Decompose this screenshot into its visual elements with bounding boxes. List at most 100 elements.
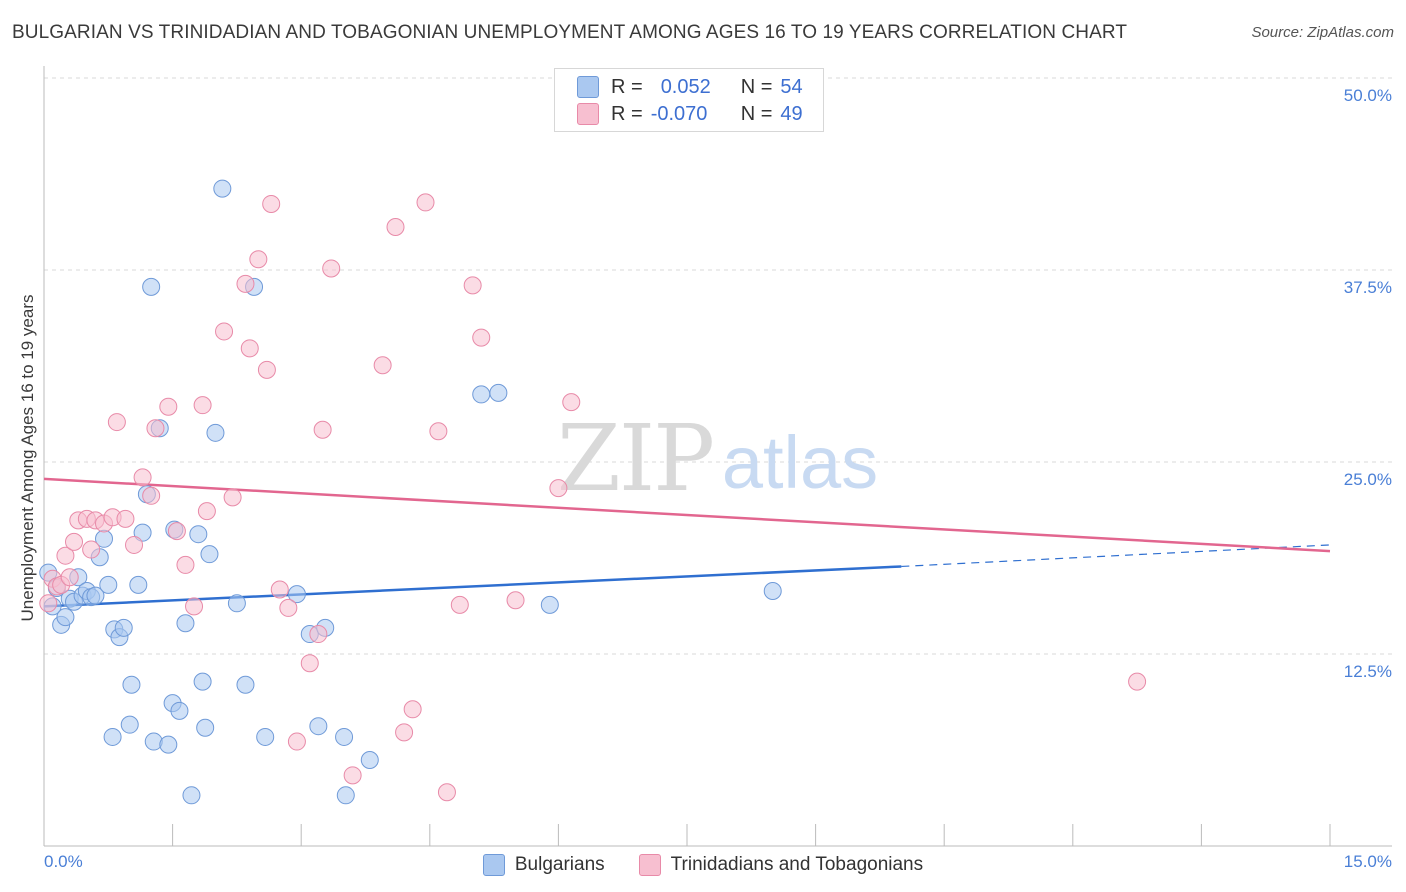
trinidadian-point xyxy=(82,540,101,559)
watermark-zip: ZIP xyxy=(557,405,713,512)
legend-r-value: 0.052 xyxy=(660,75,711,98)
series-legend: Bulgarians Trinidadians and Tobagonians xyxy=(0,852,1406,878)
legend-row-bulgarians: R = 0.052 N = 54 xyxy=(577,74,803,100)
trinidadian-point xyxy=(39,594,58,613)
trinidadian-point xyxy=(373,356,392,375)
legend-swatch-blue xyxy=(577,76,599,98)
legend-r-label: R = xyxy=(611,75,643,98)
bulgarian-point xyxy=(540,595,559,614)
bulgarian-point xyxy=(336,786,355,805)
bulgarian-point xyxy=(287,585,306,604)
trinidadian-point xyxy=(309,625,328,644)
bulgarian-point xyxy=(133,523,152,542)
trinidadian-point xyxy=(437,783,456,802)
bulgarian-point xyxy=(176,614,195,633)
bulgarian-point xyxy=(56,608,75,627)
bulgarian-point xyxy=(360,750,379,769)
bulgarian-point xyxy=(335,727,354,746)
legend-swatch-blue xyxy=(482,854,505,876)
bulgarian-point xyxy=(129,575,148,594)
bulgarian-point xyxy=(763,582,782,601)
data-points xyxy=(39,179,1147,805)
bulgarian-point xyxy=(99,575,118,594)
bulgarian-point xyxy=(142,277,161,296)
trinidadian-point xyxy=(562,393,581,412)
legend-row-trinidadians: R = -0.070 N = 49 xyxy=(577,101,803,127)
trinidadian-point xyxy=(450,595,469,614)
y-axis-label: Unemployment Among Ages 16 to 19 years xyxy=(18,294,37,622)
trinidadian-point xyxy=(313,420,332,439)
trinidadian-point xyxy=(262,194,281,213)
trinidadian-point xyxy=(223,488,242,507)
trinidadian-point xyxy=(386,217,405,236)
bulgarian-point xyxy=(489,383,508,402)
trinidadian-point xyxy=(287,732,306,751)
trinidadian-point xyxy=(197,502,216,521)
series-legend-bulgarians[interactable]: Bulgarians xyxy=(482,852,605,878)
series-legend-label: Trinidadians and Tobagonians xyxy=(670,854,924,875)
legend-swatch-pink xyxy=(577,103,599,125)
trinidadian-point xyxy=(300,654,319,673)
trinidadian-point xyxy=(116,509,135,528)
bulgarian-point xyxy=(114,618,133,637)
y-tick-label: 25.0% xyxy=(1343,470,1392,489)
source-label: Source: ZipAtlas.com xyxy=(1251,24,1394,41)
trinidadian-point xyxy=(506,591,525,610)
bulgarian-point xyxy=(144,732,163,751)
trinidadian-point xyxy=(159,397,178,416)
trinidadian-point xyxy=(60,568,79,587)
axes xyxy=(43,66,1392,847)
trinidadian-point xyxy=(463,276,482,295)
bulgarian-point xyxy=(120,715,139,734)
bulgarian-point xyxy=(196,718,215,737)
watermark: ZIP atlas xyxy=(557,405,878,512)
trinidadian-point xyxy=(236,274,255,293)
trinidadian-point xyxy=(322,259,341,278)
bulgarian-point xyxy=(256,727,275,746)
trinidadian-point xyxy=(215,322,234,341)
trinidadian-point xyxy=(1128,672,1147,691)
trinidadian-point xyxy=(395,723,414,742)
bulgarian-point xyxy=(200,545,219,564)
bulgarian-point xyxy=(103,727,122,746)
trend-lines xyxy=(43,477,1331,608)
x-tick-max: 15.0% xyxy=(1343,852,1392,871)
trinidadian-point xyxy=(416,193,435,212)
trinidadian-point xyxy=(107,413,126,432)
trinidadian-point xyxy=(549,479,568,498)
bulgarian-point xyxy=(472,385,491,404)
legend-n-value: 54 xyxy=(780,75,803,98)
trinidadian-point xyxy=(125,535,144,554)
bulgarian-point xyxy=(122,675,141,694)
x-tick-min: 0.0% xyxy=(44,852,83,871)
trinidadian-point xyxy=(167,522,186,541)
bulgarian-point xyxy=(227,594,246,613)
trinidadian-trend-line xyxy=(43,477,1331,553)
trinidadian-point xyxy=(429,422,448,441)
y-tick-label: 12.5% xyxy=(1343,662,1392,681)
trinidadian-point xyxy=(65,532,84,551)
trinidadian-point xyxy=(249,250,268,269)
trinidadian-point xyxy=(193,396,212,415)
y-tick-label: 50.0% xyxy=(1343,86,1392,105)
series-legend-trinidadians[interactable]: Trinidadians and Tobagonians xyxy=(638,852,924,878)
trinidadian-point xyxy=(240,339,259,358)
watermark-atlas: atlas xyxy=(722,421,878,504)
bulgarian-point xyxy=(193,672,212,691)
bulgarian-point xyxy=(182,786,201,805)
bulgarian-point xyxy=(86,586,105,605)
trinidadian-point xyxy=(403,700,422,719)
legend-n-label: N = xyxy=(740,75,773,98)
trinidadian-point xyxy=(133,468,152,487)
trinidadian-point xyxy=(270,580,289,599)
bulgarian-point xyxy=(236,675,255,694)
trinidadian-point xyxy=(257,360,276,379)
legend-r-label: R = xyxy=(611,102,643,125)
bulgarian-point xyxy=(170,701,189,720)
bulgarian-point xyxy=(189,525,208,544)
trinidadian-point xyxy=(142,486,161,505)
series-legend-label: Bulgarians xyxy=(514,854,605,875)
bulgarian-trend-line xyxy=(43,565,902,608)
y-tick-label: 37.5% xyxy=(1343,278,1392,297)
